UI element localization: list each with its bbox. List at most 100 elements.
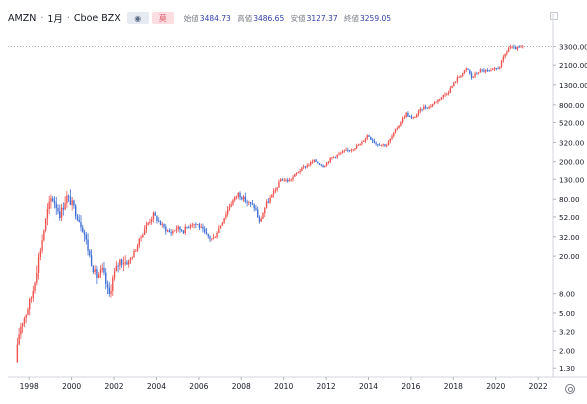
candle-body <box>458 76 460 78</box>
plot-area[interactable] <box>8 28 553 377</box>
x-tick-label: 2006 <box>189 382 208 391</box>
candle-body <box>152 212 155 219</box>
candle-body <box>506 51 508 54</box>
x-tick-label: 2002 <box>104 382 123 391</box>
candle-body <box>140 237 142 239</box>
candle-body <box>25 314 27 318</box>
settings-gear-icon[interactable] <box>565 384 575 394</box>
candle-body <box>101 267 103 270</box>
y-tick-label: 520.00 <box>559 118 585 127</box>
candle-body <box>29 298 31 310</box>
candle-body <box>186 226 188 228</box>
candle-body <box>357 145 360 147</box>
candle-body <box>202 226 204 229</box>
candle-body <box>472 76 474 78</box>
candle-body <box>108 287 110 294</box>
candle-body <box>258 217 261 222</box>
candle-body <box>463 69 466 73</box>
candle-body <box>416 114 418 118</box>
candle-body <box>138 238 141 246</box>
candle-body <box>433 102 436 105</box>
candle-body <box>189 225 192 228</box>
candle-body <box>477 72 480 74</box>
candle-body <box>135 250 137 252</box>
eye-icon[interactable]: ◉ <box>126 12 149 24</box>
y-tick-label: 320.00 <box>559 138 585 147</box>
candle-body <box>497 68 499 70</box>
candle-body <box>112 277 114 291</box>
candle-body <box>522 46 524 48</box>
candle-body <box>507 48 510 52</box>
candle-body <box>265 201 268 208</box>
x-tick-label: 2000 <box>62 382 81 391</box>
candle-body <box>359 143 361 146</box>
candle-body <box>313 159 315 162</box>
low-label: 安値 <box>290 13 306 23</box>
candle-body <box>290 179 292 181</box>
candle-body <box>417 111 420 115</box>
chart-corner-square[interactable] <box>550 12 558 20</box>
x-tick-label: 2018 <box>444 382 463 391</box>
candle-body <box>251 203 254 205</box>
candle-body <box>90 255 93 267</box>
candle-body <box>92 266 95 273</box>
candle-body <box>315 159 317 162</box>
candle-body <box>156 215 158 221</box>
candle-body <box>78 219 80 222</box>
y-tick-label: 52.00 <box>559 213 580 222</box>
candle-body <box>484 70 487 72</box>
candle-body <box>297 172 300 173</box>
candle-body <box>387 141 390 146</box>
candle-body <box>119 259 121 266</box>
candle-body <box>405 112 407 117</box>
candle-body <box>64 203 66 210</box>
candle-body <box>421 108 423 110</box>
candle-body <box>36 272 38 283</box>
candle-body <box>341 151 344 153</box>
candle-body <box>76 216 79 220</box>
candle-body <box>147 222 149 225</box>
candle-body <box>264 207 266 214</box>
candle-body <box>181 229 183 232</box>
candle-body <box>451 85 453 89</box>
candle-body <box>370 136 372 140</box>
candle-body <box>131 257 133 259</box>
candle-body <box>488 70 490 72</box>
candle-body <box>479 69 482 73</box>
candle-body <box>329 157 331 163</box>
candle-body <box>73 200 75 206</box>
candle-body <box>253 204 255 209</box>
candle-body <box>271 194 273 198</box>
candle-body <box>136 245 139 251</box>
symbol-label[interactable]: AMZN <box>8 12 37 24</box>
candle-body <box>442 95 444 98</box>
high-label: 高値 <box>237 13 253 23</box>
candle-body <box>431 104 434 107</box>
candle-body <box>20 326 22 335</box>
interval-label[interactable]: 1月 <box>47 14 63 25</box>
candle-body <box>182 231 185 233</box>
candle-body <box>386 145 388 147</box>
candle-body <box>355 145 358 149</box>
candle-body <box>343 150 345 152</box>
candle-body <box>453 82 455 86</box>
candle-body <box>461 72 464 76</box>
candle-body <box>295 172 298 175</box>
market-status-badge[interactable]: 莫 <box>151 12 174 24</box>
candle-body <box>322 165 324 168</box>
candle-body <box>53 200 56 204</box>
candle-body <box>257 209 259 218</box>
candle-body <box>476 73 478 75</box>
candle-body <box>493 68 496 70</box>
candle-body <box>447 92 450 95</box>
candle-body <box>158 220 160 222</box>
candle-body <box>437 99 439 102</box>
candle-body <box>276 187 278 190</box>
ohlc-values: 始値3484.73 高値3486.65 安値3127.37 終値3259.05 <box>180 13 391 24</box>
candle-body <box>368 135 370 137</box>
candle-body <box>486 70 489 72</box>
candle-body <box>380 144 383 146</box>
candle-body <box>249 202 252 204</box>
candle-body <box>440 97 443 100</box>
